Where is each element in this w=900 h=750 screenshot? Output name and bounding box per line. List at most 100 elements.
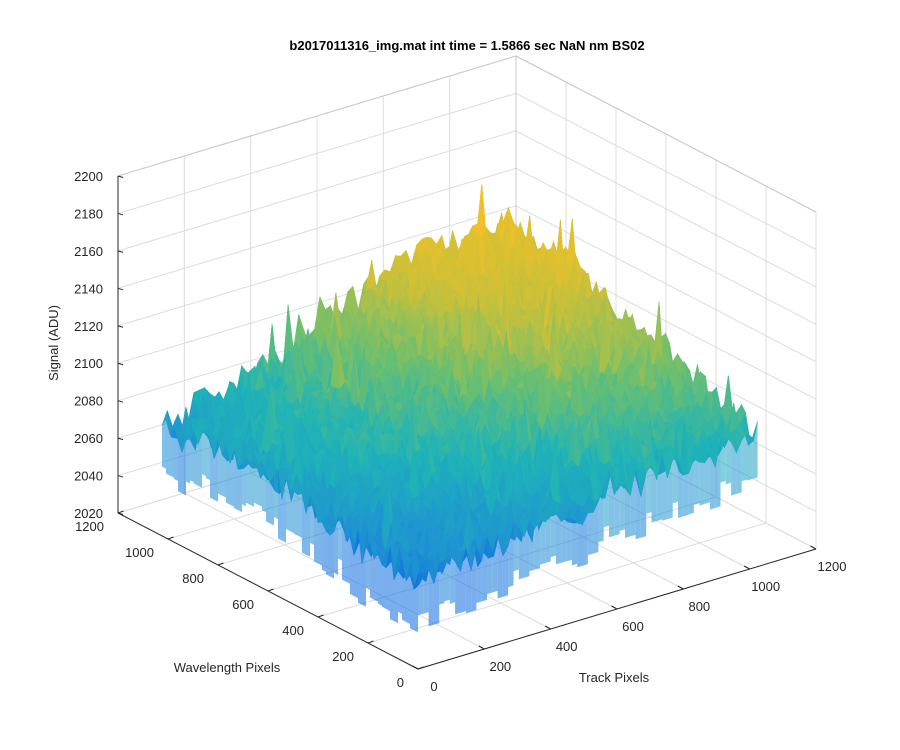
surface-skirt [322,522,326,572]
z-tick-label: 2120 [74,319,103,334]
z-tick-label: 2060 [74,431,103,446]
grid-line [117,205,517,327]
x-tick-mark [743,565,750,570]
y-tick-label: 1000 [125,545,154,560]
z-axis-label: Signal (ADU) [46,305,61,381]
surface-skirt [619,484,625,531]
surface-skirt [577,522,583,568]
surface-mesh [161,184,758,633]
surface-skirt [374,554,378,602]
surface-skirt [202,429,206,477]
surface-skirt [720,436,726,483]
z-tick-label: 2040 [74,469,103,484]
x-tick-mark [412,665,419,670]
surface-skirt [346,536,350,584]
z-tick-mark [117,325,124,328]
surface-skirt [693,459,700,505]
x-tick-mark [677,585,684,590]
y-tick-label: 200 [332,649,354,664]
grid-line [117,167,517,289]
z-tick-mark [117,287,124,291]
surface-skirt [561,517,567,563]
surface-skirt [534,520,541,570]
grid-line [515,205,817,363]
z-tick-mark [117,475,124,478]
surface-skirt [186,439,190,484]
grid-line [117,130,517,252]
surface-skirt [326,530,330,577]
z-tick-label: 2140 [74,281,103,296]
x-tick-label: 400 [556,639,578,654]
surface-skirt [439,560,445,605]
z-tick-label: 2080 [74,394,103,409]
y-tick-label: 400 [282,623,304,638]
surface-skirt [550,513,556,558]
surface-skirt [366,543,370,590]
surface-skirt [444,556,450,602]
z-tick-mark [117,212,124,216]
surface-skirt [513,523,519,572]
surface-skirt [382,564,386,609]
x-tick-mark [478,645,485,650]
surface-skirt [290,489,294,534]
x-tick-label: 0 [430,679,437,694]
x-tick-label: 1000 [751,579,780,594]
surface-skirt [672,459,678,504]
surface-skirt [625,488,631,538]
y-tick-label: 1200 [75,519,104,534]
surface-skirt [318,522,322,566]
surface-skirt [423,568,429,614]
surface-skirt [294,491,298,536]
x-tick-mark [810,545,817,550]
grid-line [515,93,817,250]
surface-skirt [258,461,262,507]
y-tick-label: 800 [182,571,204,586]
z-tick-label: 2020 [74,506,103,521]
surface-skirt [394,570,398,624]
x-tick-label: 1200 [818,559,847,574]
surface-skirt [699,462,705,506]
x-axis-label: Track Pixels [579,670,650,685]
surface-skirt [752,421,758,479]
surface-skirt [162,419,166,469]
surface-skirt [449,556,456,604]
surface-skirt [556,513,562,565]
surface-skirt [545,516,551,563]
x-tick-label: 200 [489,659,511,674]
surface-skirt [529,521,535,572]
box-edge [117,55,517,177]
surface-skirt [725,436,732,485]
z-tick-mark [117,250,124,253]
z-tick-mark [117,362,124,366]
surface-skirt [566,517,572,562]
surface-skirt [190,430,194,483]
x-tick-mark [611,605,618,610]
x-tick-mark [544,625,551,630]
z-tick-label: 2100 [74,356,103,371]
surface-skirt [683,473,689,517]
surface-skirt [587,512,594,556]
surface-skirt [704,455,710,504]
surface-skirt [170,426,174,478]
z-tick-mark [117,400,124,403]
surface-skirt [246,455,250,505]
z-tick-label: 2160 [74,244,103,259]
y-axis-label: Wavelength Pixels [174,660,281,675]
surface-skirt [418,572,424,616]
surface-skirt [298,493,302,538]
z-tick-mark [117,175,124,178]
chart-title: b2017011316_img.mat int time = 1.5866 se… [289,38,644,53]
y-tick-label: 0 [397,675,404,690]
box-edge [515,55,817,213]
surface-skirt [741,433,747,482]
surface-skirt [646,464,652,514]
surface-skirt [747,433,753,481]
surface-skirt [330,531,334,579]
surface-skirt [270,475,274,526]
surface-skirt [406,574,410,624]
grid-line [515,167,817,325]
surface-skirt [274,468,278,520]
x-tick-label: 600 [622,619,644,634]
grid-line [515,130,817,288]
